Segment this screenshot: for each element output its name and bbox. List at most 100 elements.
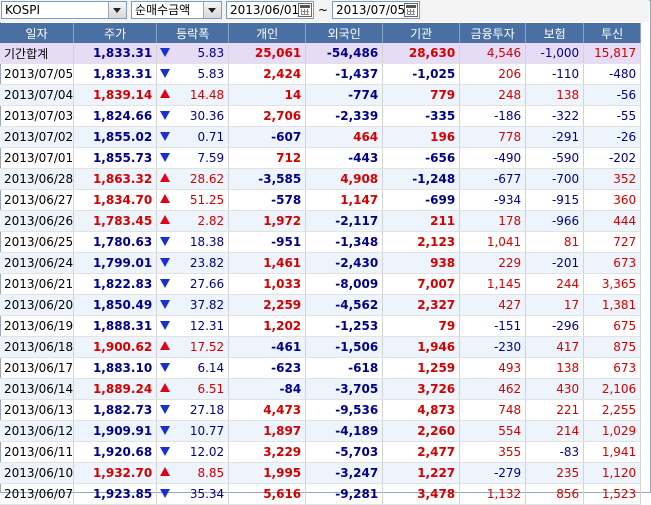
table-row[interactable]: 2013/06/21 1,822.83 27.66 1,033 -8,009 7,007 1… <box>0 273 642 295</box>
cell-date: 2013/06/17 <box>0 357 75 379</box>
table-row[interactable]: 2013/06/25 1,780.63 18.38 -951 -1,348 2,123 1,… <box>0 231 642 253</box>
table-row[interactable]: 2013/07/05 1,833.31 5.83 2,424 -1,437 -1,025 2… <box>0 63 642 85</box>
table-row[interactable]: 2013/06/28 1,863.32 28.62 -3,585 4,908 -1,248… <box>0 168 642 190</box>
cell-price: 1,799.01 <box>73 252 158 274</box>
table-row[interactable]: 2013/06/17 1,883.10 6.14 -623 -618 1,259 493 13… <box>0 357 642 379</box>
cell-investment-trust: 1,941 <box>583 441 642 463</box>
table-row[interactable]: 2013/06/10 1,932.70 8.85 1,995 -3,247 1,227 -2… <box>0 462 642 484</box>
cell-date: 2013/06/27 <box>0 189 75 211</box>
down-triangle-icon <box>160 363 171 372</box>
cell-price: 1,855.02 <box>73 126 158 148</box>
cell-date: 2013/06/20 <box>0 294 75 316</box>
cell-change: 27.66 <box>156 273 230 295</box>
down-triangle-icon <box>160 279 171 288</box>
cell-individual: 1,897 <box>228 420 307 442</box>
col-header-change[interactable]: 등락폭 <box>156 23 230 43</box>
cell-insurance: 138 <box>525 357 585 379</box>
date-to-field[interactable]: 2013/07/05 <box>332 1 420 19</box>
table-row[interactable]: 2013/06/24 1,799.01 23.82 1,461 -2,430 938 229… <box>0 252 642 274</box>
table-row[interactable]: 2013/06/13 1,882.73 27.18 4,473 -9,536 4,873 7… <box>0 399 642 421</box>
col-header-price[interactable]: 주가 <box>73 23 158 43</box>
summary-row[interactable]: 기간합계 1,833.31 5.83 25,061 -54,486 28,630 4,546… <box>0 43 642 64</box>
table-row[interactable]: 2013/06/27 1,834.70 51.25 -578 1,147 -699 -934… <box>0 189 642 211</box>
change-value: 0.71 <box>197 130 225 144</box>
table-row[interactable]: 2013/07/03 1,824.66 30.36 2,706 -2,339 -335 -1… <box>0 105 642 127</box>
table-row[interactable]: 2013/07/04 1,839.14 14.48 14 -774 779 248 138 -5… <box>0 84 642 106</box>
table-row[interactable]: 2013/06/07 1,923.85 35.34 5,616 -9,281 3,478 1… <box>0 483 642 505</box>
cell-date: 2013/06/24 <box>0 252 75 274</box>
cell-foreign: 4,908 <box>305 168 384 190</box>
change-value: 12.31 <box>189 319 225 333</box>
cell-insurance: 235 <box>525 462 585 484</box>
cell-foreign: -5,703 <box>305 441 384 463</box>
cell-price: 1,900.62 <box>73 336 158 358</box>
cell-individual: 712 <box>228 147 307 169</box>
cell-foreign: -1,253 <box>305 315 384 337</box>
table-row[interactable]: 2013/06/19 1,888.31 12.31 1,202 -1,253 79 -151… <box>0 315 642 337</box>
cell-price: 1,932.70 <box>73 462 158 484</box>
cell-financial-investment: 248 <box>459 84 527 106</box>
market-select[interactable]: KOSPI <box>1 1 127 19</box>
change-value: 17.52 <box>189 340 225 354</box>
date-from-field[interactable]: 2013/06/01 <box>226 1 314 19</box>
table-row[interactable]: 2013/07/01 1,855.73 7.59 712 -443 -656 -490 -59… <box>0 147 642 169</box>
cell-institution: 79 <box>382 315 461 337</box>
cell-date: 2013/07/04 <box>0 84 75 106</box>
cell-investment-trust: 2,255 <box>583 399 642 421</box>
cell-foreign: -3,247 <box>305 462 384 484</box>
down-triangle-icon <box>160 237 171 246</box>
col-header-date[interactable]: 일자 <box>0 23 75 43</box>
col-header-individual[interactable]: 개인 <box>228 23 307 43</box>
cell-date: 2013/06/19 <box>0 315 75 337</box>
cell-price: 1,824.66 <box>73 105 158 127</box>
calendar-icon[interactable] <box>404 3 418 17</box>
cell-institution: 2,123 <box>382 231 461 253</box>
cell-financial-investment: -279 <box>459 462 527 484</box>
cell-insurance: -966 <box>525 210 585 232</box>
cell-individual: -578 <box>228 189 307 211</box>
cell-change: 51.25 <box>156 189 230 211</box>
col-header-insurance[interactable]: 보험 <box>525 23 585 43</box>
change-value: 14.48 <box>189 88 225 102</box>
down-triangle-icon <box>160 447 171 456</box>
col-header-foreign[interactable]: 외국인 <box>305 23 384 43</box>
cell-financial-investment: 229 <box>459 252 527 274</box>
amount-type-select[interactable]: 순매수금액 <box>131 1 222 19</box>
cell-institution: 1,946 <box>382 336 461 358</box>
table-row[interactable]: 2013/07/02 1,855.02 0.71 -607 464 196 778 -291-… <box>0 126 642 148</box>
cell-investment-trust: 2,106 <box>583 378 642 400</box>
cell-investment-trust: 352 <box>583 168 642 190</box>
col-header-financial-investment[interactable]: 금융투자 <box>459 23 527 43</box>
cell-investment-trust: 444 <box>583 210 642 232</box>
cell-price: 1,839.14 <box>73 84 158 106</box>
cell-foreign: -9,536 <box>305 399 384 421</box>
cell-individual: -951 <box>228 231 307 253</box>
table-row[interactable]: 2013/06/11 1,920.68 12.02 3,229 -5,703 2,477 3… <box>0 441 642 463</box>
cell-price: 1,783.45 <box>73 210 158 232</box>
cell-investment-trust: 727 <box>583 231 642 253</box>
change-value: 2.82 <box>197 214 225 228</box>
chevron-down-icon[interactable] <box>203 2 221 18</box>
table-row[interactable]: 2013/06/18 1,900.62 17.52 -461 -1,506 1,946 -2… <box>0 336 642 358</box>
table-row[interactable]: 2013/06/26 1,783.45 2.82 1,972 -2,117 211 178-… <box>0 210 642 232</box>
cell-individual: -3,585 <box>228 168 307 190</box>
change-value: 10.77 <box>189 424 225 438</box>
cell-date: 2013/06/13 <box>0 399 75 421</box>
cell-date: 2013/06/12 <box>0 420 75 442</box>
down-triangle-icon <box>160 132 171 141</box>
calendar-icon[interactable] <box>298 3 312 17</box>
col-header-investment-trust[interactable]: 투신 <box>583 23 642 43</box>
change-value: 18.38 <box>189 235 225 249</box>
col-header-institution[interactable]: 기관 <box>382 23 461 43</box>
cell-investment-trust: 673 <box>583 252 642 274</box>
table-row[interactable]: 2013/06/12 1,909.91 10.77 1,897 -4,189 2,260 5… <box>0 420 642 442</box>
table-row[interactable]: 2013/06/14 1,889.24 6.51 -84 -3,705 3,726 462 4… <box>0 378 642 400</box>
cell-insurance: -1,000 <box>525 43 585 64</box>
cell-date: 2013/06/18 <box>0 336 75 358</box>
cell-date: 2013/06/14 <box>0 378 75 400</box>
chevron-down-icon[interactable] <box>108 2 126 18</box>
up-triangle-icon <box>160 341 171 350</box>
table-row[interactable]: 2013/06/20 1,850.49 37.82 2,259 -4,562 2,327 4… <box>0 294 642 316</box>
cell-financial-investment: -151 <box>459 315 527 337</box>
down-triangle-icon <box>160 321 171 330</box>
